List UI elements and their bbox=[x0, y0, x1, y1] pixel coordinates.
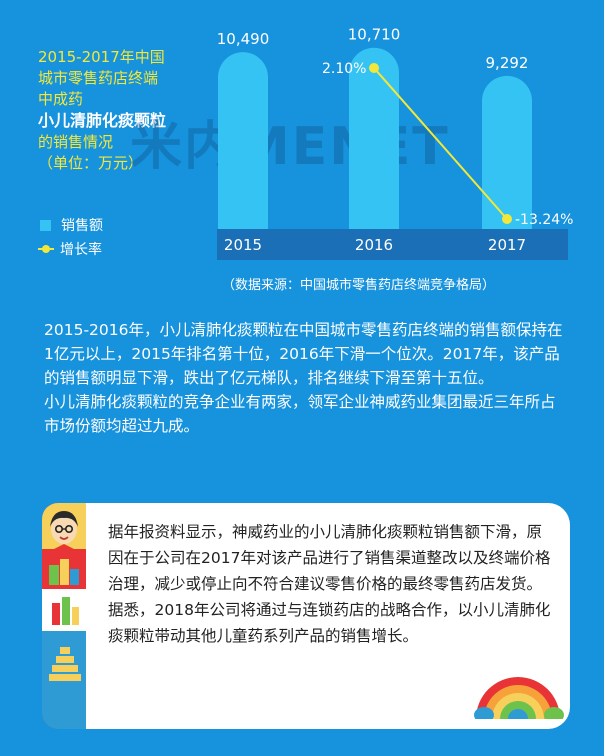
bar-2017 bbox=[482, 75, 532, 229]
bar-value-label-2016: 10,710 bbox=[348, 26, 401, 44]
growth-label-2016: 2.10% bbox=[322, 61, 366, 77]
chart-legend: 销售额 增长率 bbox=[38, 214, 103, 262]
bar-value-label-2015: 10,490 bbox=[217, 30, 270, 48]
x-tick-label-2017: 2017 bbox=[488, 236, 526, 254]
paragraph-2: 小儿清肺化痰颗粒的竞争企业有两家，领军企业神威药业集团最近三年所占市场份额均超过… bbox=[44, 393, 556, 435]
body-text: 2015-2016年，小儿清肺化痰颗粒在中国城市零售药店终端的销售额保持在1亿元… bbox=[44, 318, 568, 438]
legend-label-sales: 销售额 bbox=[61, 218, 103, 234]
note-card: 据年报资料显示，神威药业的小儿清肺化痰颗粒销售额下滑，原因在于公司在2017年对… bbox=[42, 503, 570, 729]
rainbow-icon bbox=[474, 677, 564, 719]
paragraph-1: 2015-2016年，小儿清肺化痰颗粒在中国城市零售药店终端的销售额保持在1亿元… bbox=[44, 321, 563, 387]
title-line-1: 2015-2017年中国 bbox=[38, 48, 165, 66]
legend-label-growth: 增长率 bbox=[60, 242, 102, 258]
bar-2016 bbox=[349, 47, 399, 230]
x-axis-band bbox=[217, 229, 568, 260]
legend-swatch-sales bbox=[40, 219, 51, 231]
card-text: 据年报资料显示，神威药业的小儿清肺化痰颗粒销售额下滑，原因在于公司在2017年对… bbox=[108, 523, 551, 645]
growth-point-2016 bbox=[369, 63, 379, 73]
growth-line bbox=[373, 67, 508, 220]
data-source: （数据来源：中国城市零售药店终端竞争格局） bbox=[222, 278, 496, 293]
legend-item-sales: 销售额 bbox=[38, 214, 103, 236]
child-avatar-icon bbox=[50, 511, 78, 549]
title-line-5: 的销售情况 bbox=[38, 133, 114, 151]
growth-point-2017 bbox=[502, 214, 512, 224]
title-line-3: 中成药 bbox=[38, 90, 84, 108]
growth-label-2017: -13.24% bbox=[515, 212, 573, 228]
unit-label: （单位：万元） bbox=[38, 154, 144, 172]
x-tick-label-2016: 2016 bbox=[355, 236, 393, 254]
legend-item-growth: 增长率 bbox=[38, 238, 103, 260]
stacked-bars-icon bbox=[49, 647, 81, 681]
chart-side-title: 2015-2017年中国 城市零售药店终端 中成药 小儿清肺化痰颗粒 的销售情况… bbox=[38, 47, 218, 174]
legend-swatch-growth bbox=[38, 243, 54, 255]
bar-line-chart: 10,490 10,710 9,292 2015 2016 2017 2.10% -13.24… bbox=[217, 26, 573, 260]
bar-value-label-2017: 9,292 bbox=[486, 54, 529, 72]
toy-blocks-icon bbox=[49, 559, 79, 625]
bar-2015 bbox=[218, 52, 268, 229]
x-tick-label-2015: 2015 bbox=[224, 236, 262, 254]
title-line-2: 城市零售药店终端 bbox=[38, 69, 159, 87]
product-name: 小儿清肺化痰颗粒 bbox=[38, 111, 167, 130]
